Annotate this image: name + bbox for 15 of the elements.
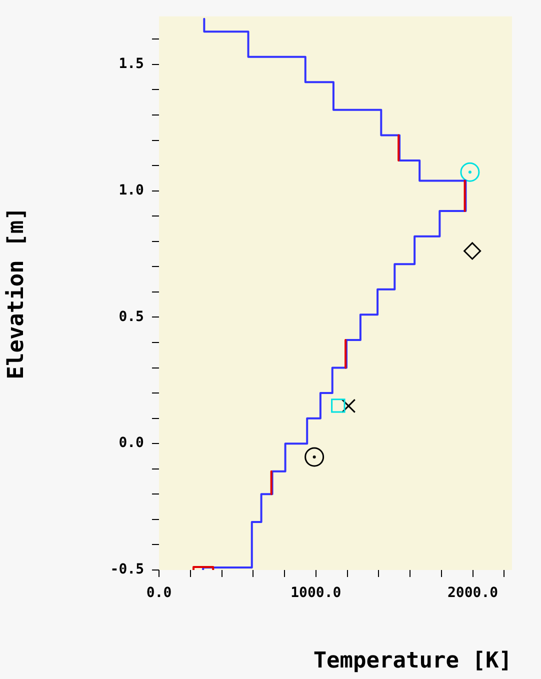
y-tick-label: -0.5	[110, 562, 144, 578]
point	[464, 242, 482, 260]
y-tick-label: 1.5	[118, 56, 144, 72]
x-tick-label: 0.0	[146, 585, 172, 602]
y-tick-label: 0.0	[118, 435, 144, 452]
point	[341, 398, 356, 414]
y-tick-label: 1.0	[118, 182, 144, 198]
y-tick-label: 0.5	[118, 308, 144, 325]
y-axis-title: Elevation [m]	[4, 207, 29, 380]
point	[460, 162, 480, 182]
x-tick-label: 1000.0	[290, 585, 342, 602]
point	[331, 398, 346, 413]
x-axis-title: Temperature [K]	[313, 648, 512, 674]
x-tick-label: 2000.0	[447, 585, 498, 602]
point	[304, 447, 324, 467]
